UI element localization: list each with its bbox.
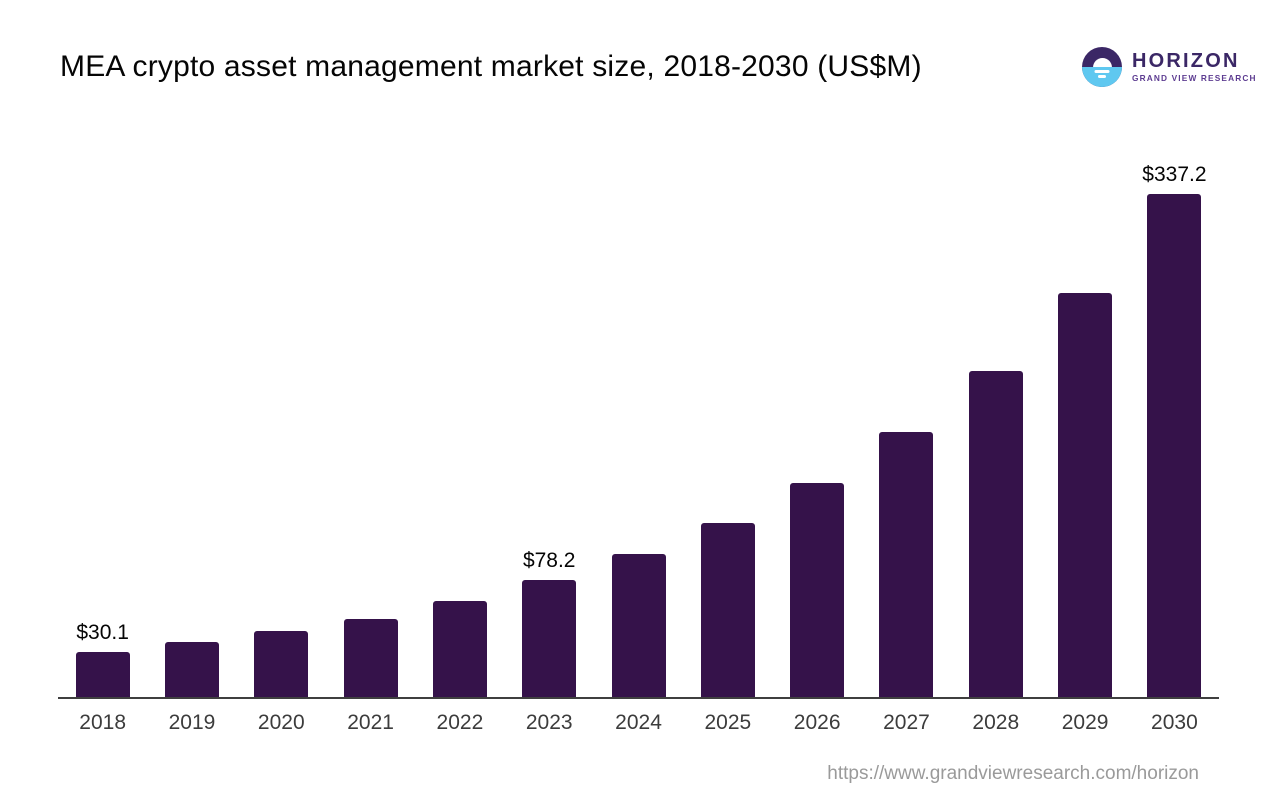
x-tick-label-2020: 2020	[257, 711, 305, 734]
bar-column-2019	[147, 150, 236, 697]
bar-column-2023: $78.2	[505, 150, 594, 697]
bar-2028	[968, 371, 1023, 697]
bar-column-2028	[951, 150, 1040, 697]
x-axis-tick-labels: 2018 2019 2020 2021 2022 2023 2024 2025 2026 2027…	[58, 711, 1219, 735]
water-line	[1094, 70, 1110, 73]
x-tick-label-2023: 2023	[525, 711, 573, 734]
bar-column-2026	[773, 150, 862, 697]
bar-2020	[254, 631, 309, 697]
bar-2030	[1147, 194, 1202, 697]
x-tick-label-2029: 2029	[1061, 711, 1109, 734]
bar-column-2030: $337.2	[1130, 150, 1219, 697]
x-tick-label-2024: 2024	[615, 711, 662, 734]
bar-2024	[611, 553, 666, 697]
logo-text: HORIZON GRAND VIEW RESEARCH	[1132, 51, 1257, 82]
bar-2027	[879, 431, 934, 697]
water-line	[1098, 75, 1106, 78]
bar-column-2029	[1040, 150, 1129, 697]
bar-2021	[343, 618, 398, 697]
bar-2025	[700, 523, 755, 697]
bar-2029	[1058, 293, 1113, 697]
x-tick-label-2019: 2019	[168, 711, 216, 734]
bar-column-2021	[326, 150, 415, 697]
bar-2023	[522, 580, 577, 697]
bar-column-2018: $30.1	[58, 150, 147, 697]
source-url: https://www.grandviewresearch.com/horizo…	[827, 763, 1199, 784]
bar-column-2025	[683, 150, 772, 697]
x-tick-label-2025: 2025	[704, 711, 752, 734]
bar-value-label-2023: $78.2	[522, 549, 576, 573]
x-tick-label-2018: 2018	[79, 711, 127, 734]
bar-column-2024	[594, 150, 683, 697]
logo-brand-name: HORIZON	[1132, 50, 1240, 73]
bar-column-2022	[415, 150, 504, 697]
bar-column-2027	[862, 150, 951, 697]
x-tick-label-2028: 2028	[972, 711, 1020, 734]
bar-2026	[790, 482, 845, 697]
horizon-logo: HORIZON GRAND VIEW RESEARCH	[1082, 47, 1257, 87]
x-tick-label-2027: 2027	[883, 711, 930, 734]
x-tick-label-2030: 2030	[1151, 711, 1198, 734]
bar-value-label-2018: $30.1	[76, 621, 129, 645]
x-tick-label-2022: 2022	[436, 711, 484, 734]
horizon-sun-over-water-icon	[1082, 47, 1122, 87]
chart-title: MEA crypto asset management market size,…	[60, 50, 922, 83]
bar-2018	[75, 652, 130, 697]
bar-column-2020	[237, 150, 326, 697]
x-tick-label-2026: 2026	[793, 711, 841, 734]
bar-2022	[432, 600, 487, 697]
bar-plot-area: $30.1 $78.2 $337.2	[58, 150, 1219, 699]
logo-subtitle: GRAND VIEW RESEARCH	[1132, 73, 1257, 84]
x-tick-label-2021: 2021	[347, 711, 394, 734]
bar-2019	[164, 641, 219, 697]
bar-value-label-2030: $337.2	[1142, 163, 1207, 186]
